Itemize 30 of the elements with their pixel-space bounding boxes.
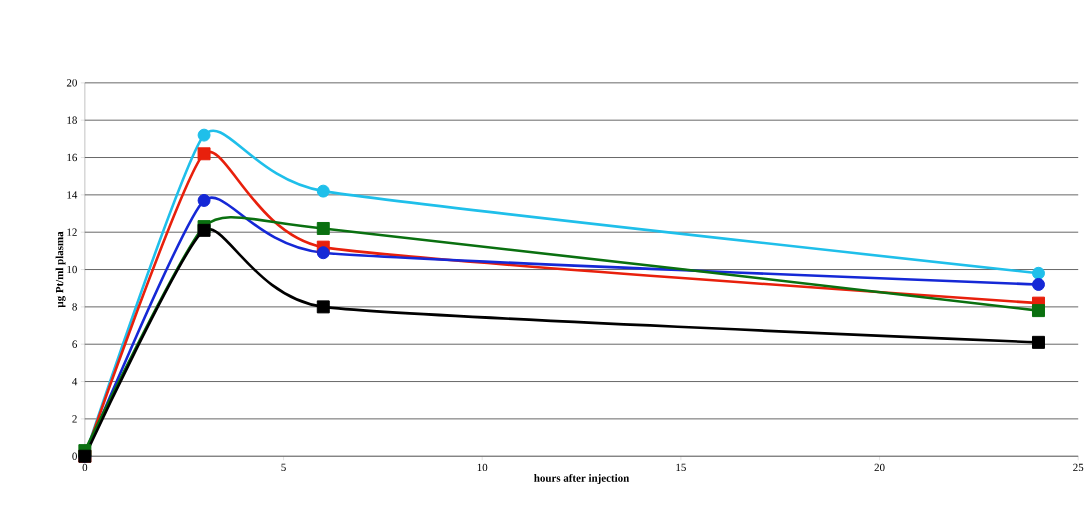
point — [1031, 304, 1045, 318]
y-tick-label: 16 — [67, 153, 78, 162]
point — [197, 147, 211, 161]
y-tick-label: 4 — [72, 377, 78, 386]
y-tick-label: 6 — [72, 340, 78, 348]
x-tick-label: 15 — [676, 463, 686, 471]
x-tick-label: 25 — [1073, 463, 1084, 472]
point — [316, 300, 330, 314]
x-tick-label: 0 — [82, 463, 88, 472]
y-tick-label: 12 — [67, 228, 77, 236]
point — [316, 184, 330, 198]
point — [1031, 277, 1045, 291]
y-tick-label: 18 — [67, 116, 77, 124]
x-tick-label: 10 — [477, 463, 488, 472]
x-axis-title: hours after injection — [534, 473, 630, 484]
y-tick-label: 8 — [72, 303, 77, 311]
y-tick-label: 10 — [67, 265, 77, 274]
y-tick-label: 2 — [72, 415, 77, 423]
y-tick-label: 20 — [66, 79, 77, 87]
y-tick-label: 0 — [72, 452, 77, 460]
point — [316, 246, 330, 260]
point — [1031, 335, 1045, 349]
y-axis-title: µg Pt/ml plasma — [55, 231, 66, 308]
y-tick-label: 14 — [67, 191, 78, 199]
point — [316, 221, 330, 235]
point — [197, 193, 211, 207]
point — [1031, 266, 1045, 280]
point — [197, 128, 211, 142]
x-tick-label: 20 — [874, 463, 885, 472]
x-tick-label: 5 — [281, 463, 286, 471]
